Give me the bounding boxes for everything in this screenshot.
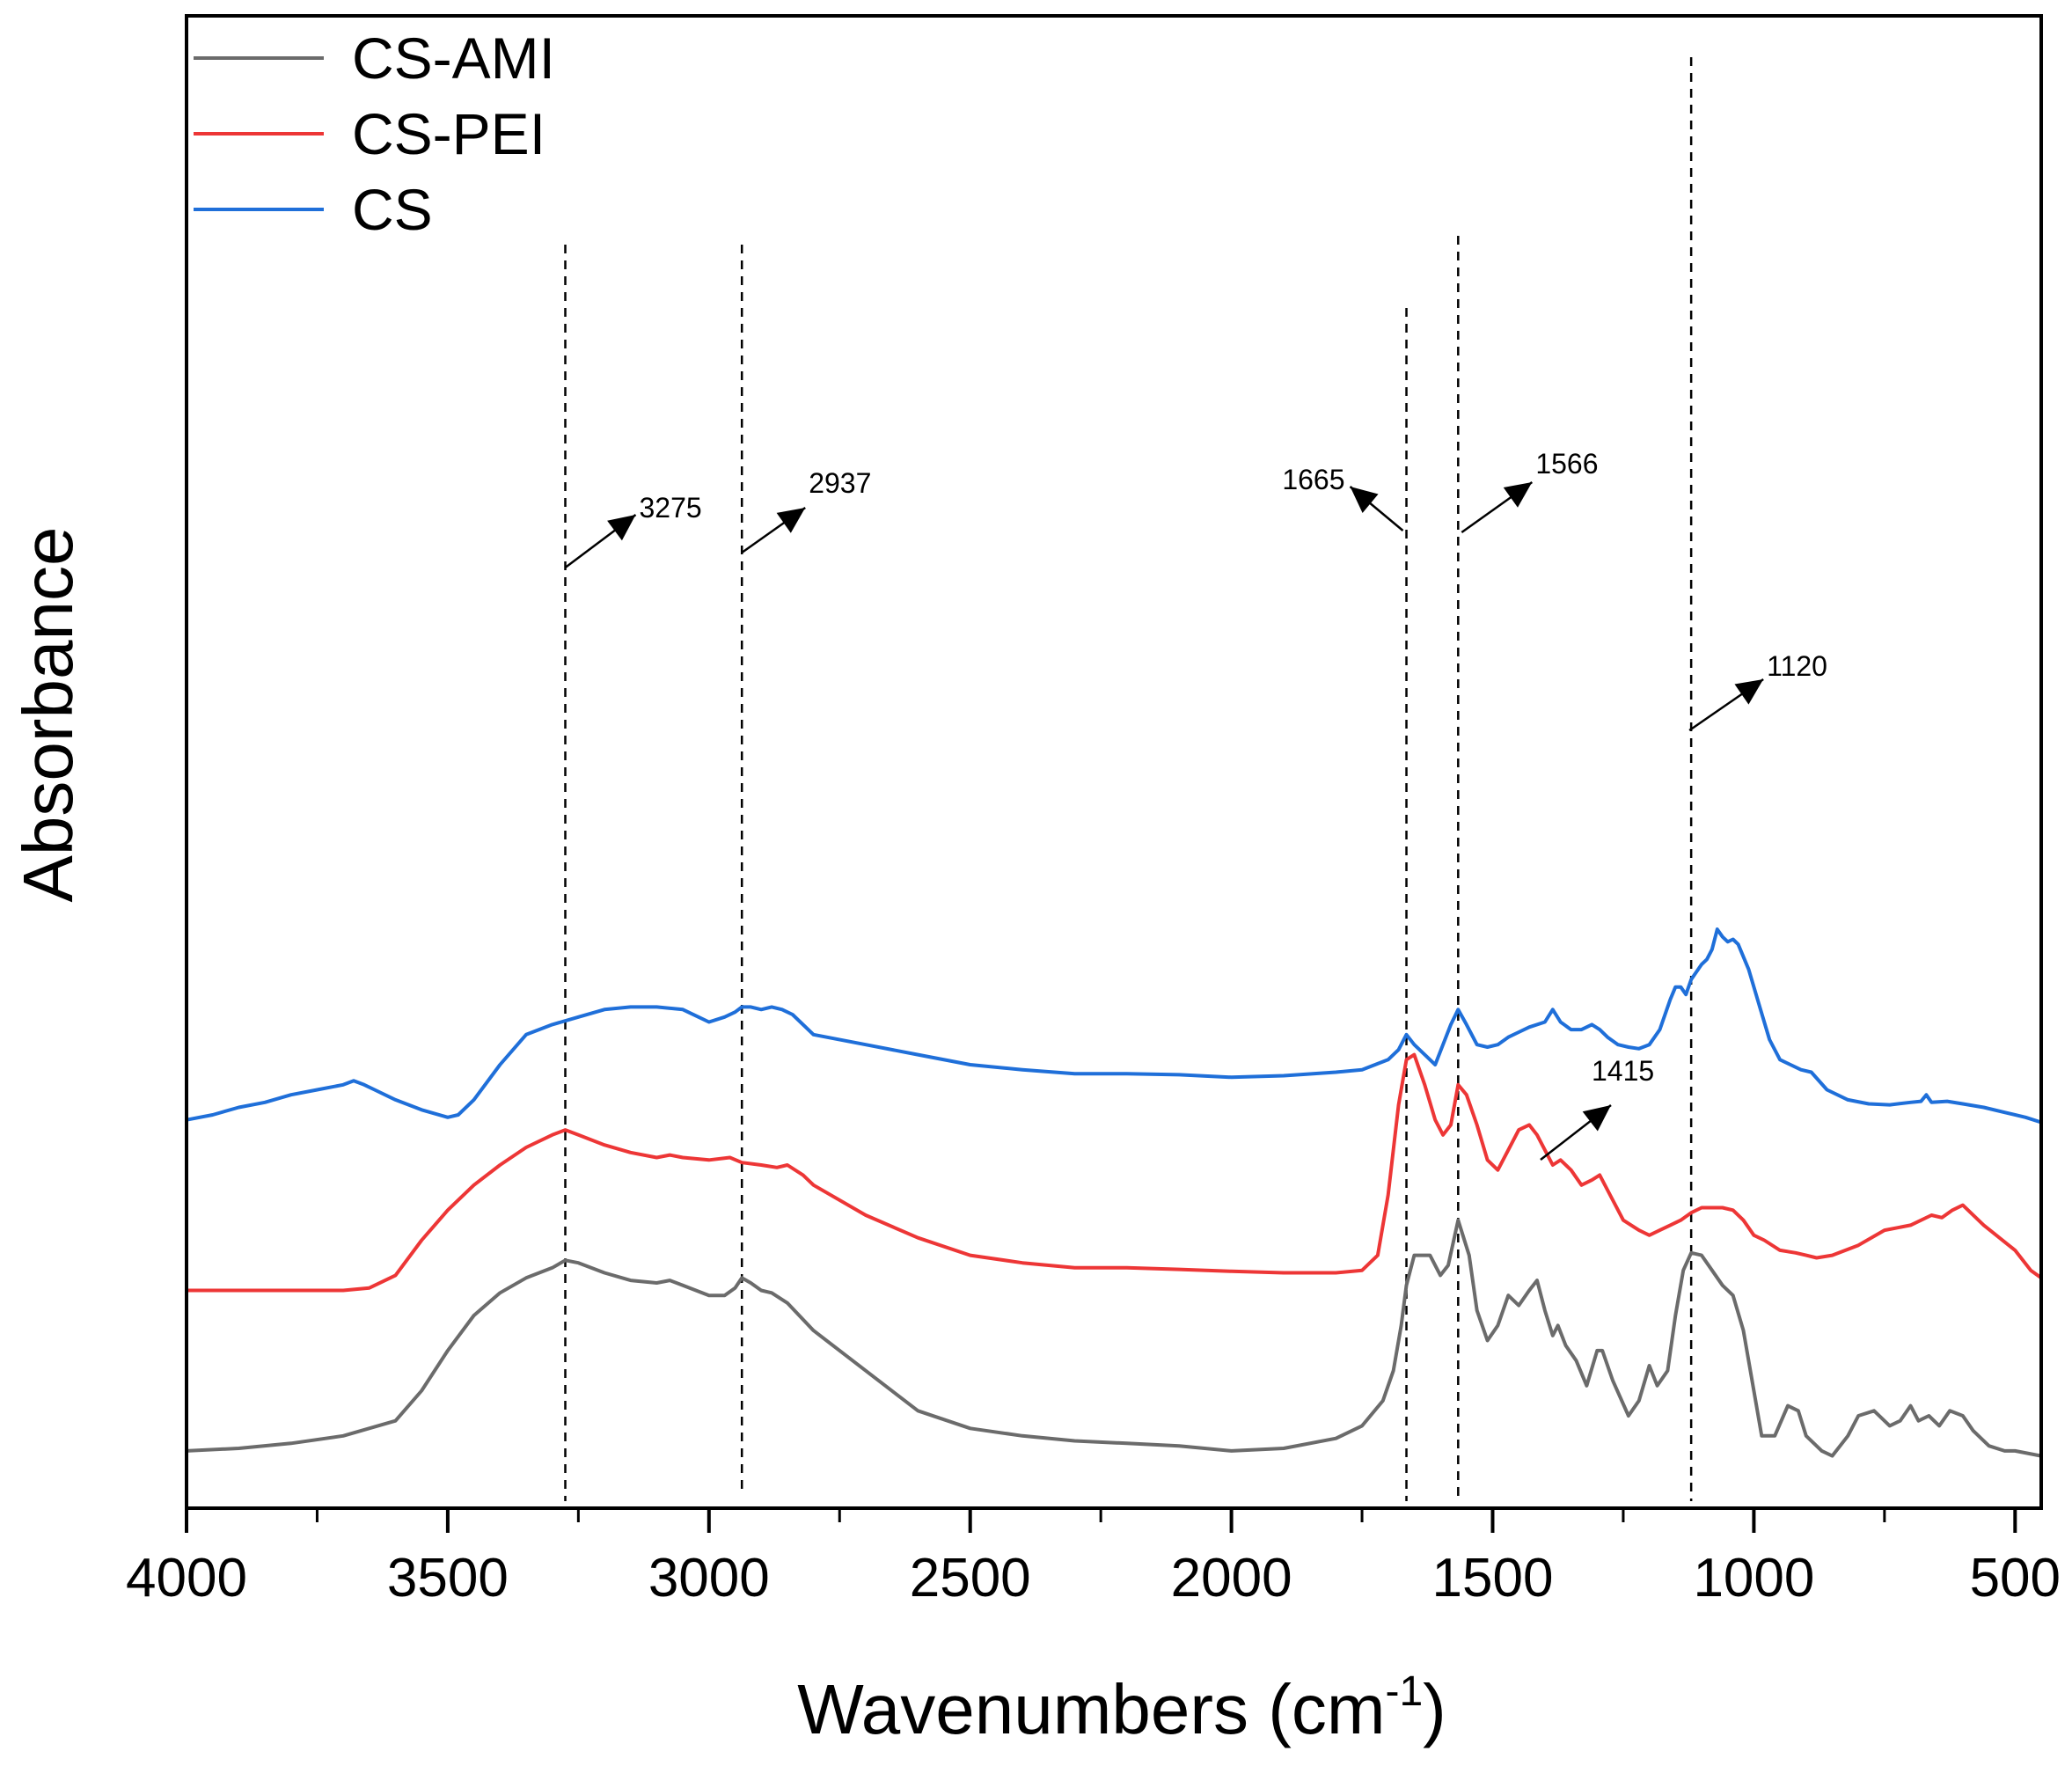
annotation-label-1566: 1566 bbox=[1535, 448, 1598, 480]
x-tick-label-3500: 3500 bbox=[387, 1548, 509, 1608]
reference-lines bbox=[564, 57, 1693, 1501]
legend-label-cs-pei: CS-PEI bbox=[352, 101, 545, 166]
annotation-label-1120: 1120 bbox=[1767, 650, 1827, 682]
annotation-arrowhead-1566 bbox=[1503, 482, 1533, 508]
legend: CS-AMI CS-PEI CS bbox=[194, 26, 555, 242]
spectra-layer bbox=[186, 927, 2043, 1458]
series-line-cs-ami bbox=[186, 1218, 2042, 1458]
annotation-arrowhead-1415 bbox=[1582, 1105, 1611, 1132]
annotation-arrowhead-3275 bbox=[607, 515, 636, 541]
annotation-arrowhead-1120 bbox=[1734, 679, 1764, 705]
annotation-label-1665: 1665 bbox=[1282, 464, 1344, 495]
x-tick-label-1000: 1000 bbox=[1693, 1548, 1814, 1608]
series-line-cs-pei bbox=[187, 1052, 2043, 1293]
x-axis-title-close: ) bbox=[1423, 1670, 1446, 1748]
x-tick-label-2500: 2500 bbox=[910, 1548, 1031, 1608]
x-axis-title: Wavenumbers (cm-1) bbox=[797, 1668, 1446, 1748]
x-tick-label-1500: 1500 bbox=[1432, 1548, 1554, 1608]
legend-label-cs-ami: CS-AMI bbox=[352, 26, 555, 91]
annotation-label-3275: 3275 bbox=[640, 492, 702, 524]
x-axis: 4000 3500 3000 2500 2000 1500 1000 500 bbox=[126, 1508, 2061, 1608]
annotation-layer: 3275 2937 1665 1566 1120 1415 bbox=[564, 448, 1827, 1161]
plot-frame bbox=[185, 14, 2043, 1510]
x-tick-label-3000: 3000 bbox=[648, 1548, 770, 1608]
legend-label-cs: CS bbox=[352, 177, 433, 242]
x-tick-label-4000: 4000 bbox=[126, 1548, 247, 1608]
annotation-arrowhead-1665 bbox=[1350, 487, 1379, 513]
x-tick-label-2000: 2000 bbox=[1171, 1548, 1292, 1608]
annotation-arrowhead-2937 bbox=[776, 508, 806, 533]
y-axis-title: Absorbance bbox=[9, 527, 87, 903]
x-axis-title-superscript: -1 bbox=[1385, 1668, 1423, 1715]
annotation-label-2937: 2937 bbox=[809, 467, 871, 499]
x-tick-label-500: 500 bbox=[1970, 1548, 2061, 1608]
annotation-label-1415: 1415 bbox=[1592, 1055, 1654, 1087]
series-line-cs bbox=[186, 927, 2042, 1125]
x-axis-title-main: Wavenumbers (cm bbox=[797, 1670, 1385, 1748]
